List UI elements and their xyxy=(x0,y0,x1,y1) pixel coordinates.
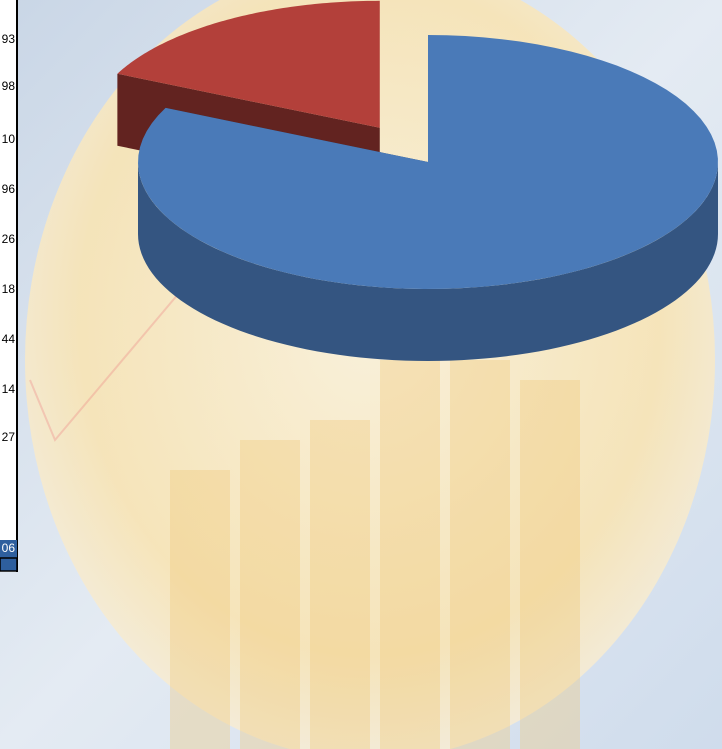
pie-slice xyxy=(117,0,380,128)
decor-pencils xyxy=(29,279,580,749)
table-cell: 93 xyxy=(2,32,16,46)
slice-side xyxy=(138,162,718,361)
table-cell: 26 xyxy=(2,232,16,246)
table-footer-row xyxy=(0,557,18,572)
table-cell: 98 xyxy=(2,79,16,93)
pie-slice xyxy=(138,35,718,289)
table-cell: 14 xyxy=(2,382,16,396)
table-cell: 10 xyxy=(2,132,16,146)
table-total-row xyxy=(0,540,17,558)
table-cell: 18 xyxy=(2,282,16,296)
table-cell: 44 xyxy=(2,332,16,346)
table-panel xyxy=(0,0,17,572)
table-cell: 96 xyxy=(2,182,16,196)
table-cell: 06 xyxy=(2,541,16,555)
table-cell: 27 xyxy=(2,430,16,444)
